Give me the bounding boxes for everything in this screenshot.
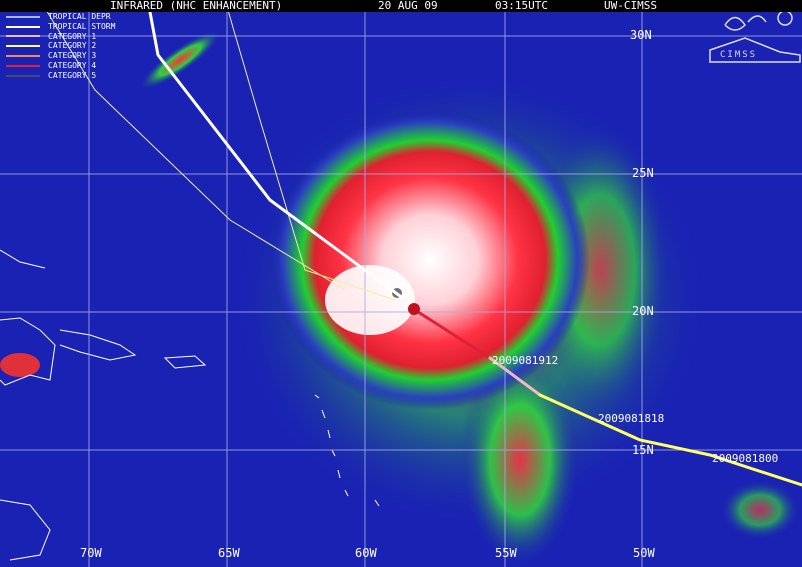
legend-swatch: [6, 55, 40, 58]
image-date: 20 AUG 09: [378, 0, 438, 12]
legend-item: TROPICAL STORM: [6, 22, 115, 32]
lat-label: 20N: [632, 304, 654, 318]
coastlines: [0, 249, 380, 561]
lon-label: 70W: [80, 546, 102, 560]
lat-label: 15N: [632, 443, 654, 457]
legend-item: CATEGORY 3: [6, 51, 115, 61]
legend-label: TROPICAL DEPR: [48, 12, 111, 21]
lon-label: 50W: [633, 546, 655, 560]
current-position-marker: [408, 303, 420, 315]
lat-label: 25N: [632, 166, 654, 180]
legend-label: TROPICAL STORM: [48, 21, 116, 31]
lat-label: 30N: [630, 28, 652, 42]
track-time-label: 2009081818: [598, 412, 665, 425]
legend-item: CATEGORY 1: [6, 32, 115, 42]
image-source: UW-CIMSS: [604, 0, 657, 12]
legend-label: CATEGORY 5: [48, 70, 97, 80]
legend-label: CATEGORY 4: [48, 60, 97, 70]
track-time-label: 2009081912: [492, 354, 559, 367]
track-legend: TROPICAL DEPR TROPICAL STORM CATEGORY 1 CAT…: [6, 12, 115, 81]
legend-item: TROPICAL DEPR: [6, 12, 115, 22]
legend-swatch: [6, 45, 40, 48]
legend-swatch: [6, 15, 40, 18]
legend-item: CATEGORY 5: [6, 71, 115, 81]
lon-label: 65W: [218, 546, 240, 560]
legend-item: CATEGORY 4: [6, 61, 115, 71]
legend-swatch: [6, 35, 40, 38]
lat-lon-grid: [0, 12, 802, 567]
logo-text: CIMSS: [720, 50, 758, 60]
lon-label: 55W: [495, 546, 517, 560]
lon-label: 60W: [355, 546, 377, 560]
hurricane-core: [270, 110, 590, 410]
legend-label: CATEGORY 1: [48, 31, 97, 41]
legend-item: CATEGORY 2: [6, 41, 115, 51]
hispaniola-cloud: [0, 353, 40, 377]
image-header: INFRARED (NHC ENHANCEMENT) 20 AUG 09 03:…: [0, 0, 802, 12]
southern-rainband: [460, 350, 580, 567]
legend-label: CATEGORY 3: [48, 51, 97, 61]
product-name: INFRARED (NHC ENHANCEMENT): [110, 0, 283, 12]
legend-swatch: [6, 64, 40, 67]
legend-swatch: [6, 74, 40, 77]
forecast-cone: [39, 0, 396, 301]
image-time: 03:15UTC: [495, 0, 548, 12]
storm-track: [148, 10, 802, 487]
legend-label: CATEGORY 2: [48, 41, 97, 51]
track-time-label: 2009081800: [712, 452, 779, 465]
legend-swatch: [6, 25, 40, 28]
